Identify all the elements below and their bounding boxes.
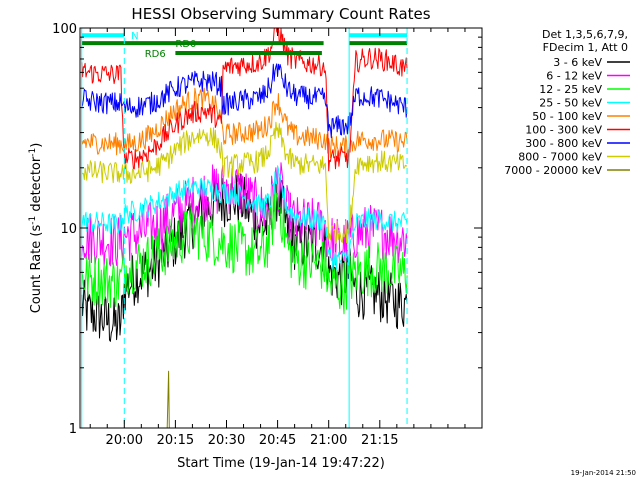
legend: Det 1,3,5,6,7,9,FDecim 1, Att 0 3 - 6 keV…	[504, 28, 630, 177]
flag-bar-label: N	[131, 31, 138, 42]
chart-title: HESSI Observing Summary Count Rates	[131, 5, 430, 23]
flag-bar-label: RD6	[145, 49, 166, 60]
series-line	[81, 165, 408, 271]
vertical-markers	[81, 28, 408, 428]
y-axis-ticks: 1 10 100	[52, 22, 482, 437]
legend-header: Det 1,3,5,6,7,9,	[542, 28, 628, 41]
series-line	[81, 121, 408, 244]
series-line	[81, 183, 408, 315]
y-tick-label: 100	[52, 22, 77, 37]
y-tick-label: 1	[69, 422, 77, 437]
series-layer	[81, 28, 408, 428]
legend-entry-label: 300 - 800 keV	[525, 137, 602, 150]
x-tick-label: 20:45	[259, 433, 296, 448]
series-line	[81, 63, 408, 139]
y-axis-label-mid: detector	[29, 156, 44, 216]
series-line	[81, 87, 408, 159]
legend-entry-label: 100 - 300 keV	[525, 124, 602, 137]
legend-entry-label: 50 - 100 keV	[532, 110, 602, 123]
x-axis-ticks: 20:00 20:15 20:30 20:45 21:00 21:15	[89, 28, 483, 448]
flag-bars: N RD0 RD6	[81, 31, 408, 60]
legend-entry-label: 7000 - 20000 keV	[504, 164, 602, 177]
series-line	[81, 28, 408, 172]
legend-header: FDecim 1, Att 0	[543, 41, 628, 54]
generated-timestamp: 19-Jan-2014 21:50	[571, 469, 636, 477]
y-axis-label-main: Count Rate (s	[29, 225, 44, 314]
legend-entry-label: 12 - 25 keV	[539, 83, 602, 96]
legend-entry-label: 6 - 12 keV	[546, 70, 602, 83]
x-tick-label: 21:15	[361, 433, 398, 448]
x-tick-label: 20:30	[208, 433, 245, 448]
y-axis-label-sup1: -1	[28, 216, 38, 225]
x-tick-label: 21:00	[310, 433, 347, 448]
y-tick-label: 10	[60, 222, 77, 237]
x-axis-label: Start Time (19-Jan-14 19:47:22)	[177, 456, 385, 471]
y-axis-label: Count Rate (s-1 detector-1)	[28, 143, 44, 314]
series-line	[166, 370, 170, 428]
legend-entry-label: 25 - 50 keV	[539, 97, 602, 110]
flag-bar-label: RD0	[175, 39, 196, 50]
y-axis-label-end: )	[29, 143, 44, 148]
x-tick-label: 20:15	[157, 433, 194, 448]
legend-entry-label: 800 - 7000 keV	[518, 151, 602, 164]
x-tick-label: 20:00	[106, 433, 143, 448]
y-axis-label-sup2: -1	[28, 148, 38, 157]
legend-entry-label: 3 - 6 keV	[553, 56, 602, 69]
